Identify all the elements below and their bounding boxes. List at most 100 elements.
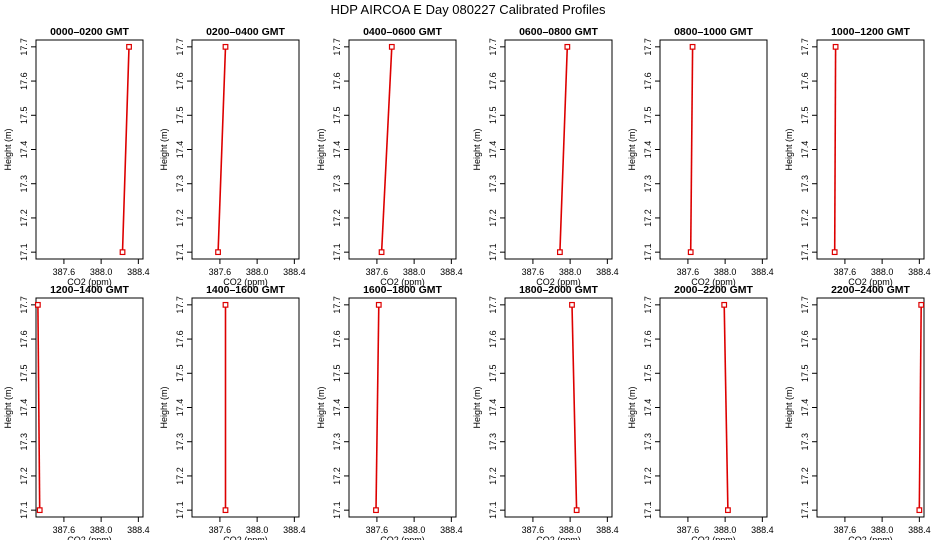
- x-tick-label: 388.4: [127, 267, 150, 277]
- y-tick-label: 17.4: [19, 141, 29, 159]
- panel-3: 0400–0600 GMT 387.6 388.0 388.4 17.1 17.2 17.3…: [316, 26, 463, 287]
- y-axis-label: Height (m): [316, 128, 326, 170]
- y-tick-label: 17.1: [19, 243, 29, 261]
- panel-title: 0600–0800 GMT: [519, 26, 598, 38]
- y-tick-label: 17.1: [800, 243, 810, 261]
- y-tick-label: 17.2: [800, 467, 810, 485]
- y-tick-label: 17.3: [488, 433, 498, 451]
- y-tick-label: 17.3: [175, 433, 185, 451]
- y-tick-label: 17.6: [19, 330, 29, 348]
- x-tick-label: 388.0: [246, 267, 269, 277]
- x-tick-label: 387.6: [522, 267, 545, 277]
- y-tick-label: 17.1: [488, 501, 498, 519]
- y-axis-label: Height (m): [627, 128, 637, 170]
- y-tick-label: 17.1: [175, 501, 185, 519]
- x-tick-label: 388.0: [871, 267, 894, 277]
- y-tick-label: 17.2: [332, 209, 342, 227]
- y-tick-label: 17.2: [332, 467, 342, 485]
- x-tick-label: 387.6: [834, 267, 857, 277]
- y-tick-label: 17.7: [175, 38, 185, 56]
- data-point: [916, 507, 923, 514]
- profile-line: [375, 304, 380, 511]
- y-tick-label: 17.4: [800, 141, 810, 159]
- data-point: [222, 507, 229, 514]
- y-axis-label: Height (m): [472, 128, 482, 170]
- data-point: [831, 249, 838, 256]
- y-tick-label: 17.1: [175, 243, 185, 261]
- y-tick-label: 17.3: [332, 433, 342, 451]
- y-tick-label: 17.7: [643, 296, 653, 314]
- x-tick-label: 388.4: [751, 525, 774, 535]
- x-axis-label: CO2 (ppm): [691, 535, 736, 540]
- y-tick-label: 17.5: [19, 365, 29, 383]
- panel-frame: [816, 39, 925, 260]
- panel-frame: [659, 297, 768, 518]
- data-point: [687, 249, 694, 256]
- y-axis-label: Height (m): [159, 386, 169, 428]
- y-tick-label: 17.6: [175, 330, 185, 348]
- y-tick-label: 17.5: [488, 107, 498, 125]
- data-point: [689, 43, 696, 50]
- x-axis-label: CO2 (ppm): [380, 277, 425, 287]
- panel-4: 0600–0800 GMT 387.6 388.0 388.4 17.1 17.2 17.3…: [472, 26, 619, 287]
- y-tick-label: 17.2: [488, 209, 498, 227]
- x-tick-label: 388.0: [714, 525, 737, 535]
- panel-2: 0200–0400 GMT 387.6 388.0 388.4 17.1 17.2 17.3…: [159, 26, 306, 287]
- y-tick-label: 17.7: [643, 38, 653, 56]
- x-axis-label: CO2 (ppm): [848, 277, 893, 287]
- data-point: [119, 249, 126, 256]
- data-point: [373, 507, 379, 514]
- data-point: [126, 43, 132, 50]
- x-axis-label: CO2 (ppm): [223, 277, 268, 287]
- y-axis-label: Height (m): [316, 386, 326, 428]
- panel-title: 0200–0400 GMT: [206, 26, 285, 38]
- data-point: [215, 249, 221, 256]
- panel-title: 1400–1600 GMT: [206, 284, 285, 296]
- y-tick-label: 17.5: [800, 107, 810, 125]
- y-tick-label: 17.2: [19, 467, 29, 485]
- x-tick-label: 388.4: [908, 525, 931, 535]
- panel-10: 1800–2000 GMT 387.6 388.0 388.4 17.1 17.2 17.3…: [472, 284, 619, 540]
- y-tick-label: 17.4: [332, 399, 342, 417]
- x-tick-label: 388.0: [559, 525, 582, 535]
- y-axis-label: Height (m): [159, 128, 169, 170]
- x-tick-label: 387.6: [366, 525, 389, 535]
- y-tick-label: 17.7: [19, 38, 29, 56]
- y-tick-label: 17.3: [332, 175, 342, 193]
- data-point: [564, 43, 571, 50]
- x-tick-label: 388.4: [440, 267, 463, 277]
- y-tick-label: 17.6: [488, 330, 498, 348]
- y-axis-label: Height (m): [3, 128, 13, 170]
- x-tick-label: 387.6: [209, 525, 232, 535]
- y-axis-label: Height (m): [784, 128, 794, 170]
- panel-9: 1600–1800 GMT 387.6 388.0 388.4 17.1 17.2 17.3…: [316, 284, 463, 540]
- y-tick-label: 17.5: [643, 365, 653, 383]
- x-axis-label: CO2 (ppm): [223, 535, 268, 540]
- x-tick-label: 387.6: [53, 525, 76, 535]
- panel-11: 2000–2200 GMT 387.6 388.0 388.4 17.1 17.2 17.3…: [627, 284, 774, 540]
- x-tick-label: 387.6: [366, 267, 389, 277]
- x-axis-label: CO2 (ppm): [536, 277, 581, 287]
- panel-title: 0400–0600 GMT: [363, 26, 442, 38]
- x-axis-label: CO2 (ppm): [691, 277, 736, 287]
- y-tick-label: 17.1: [19, 501, 29, 519]
- data-point: [556, 249, 563, 256]
- profile-line: [571, 304, 578, 511]
- panel-title: 1800–2000 GMT: [519, 284, 598, 296]
- profile-line: [918, 304, 922, 511]
- y-tick-label: 17.2: [643, 209, 653, 227]
- panel-frame: [348, 39, 457, 260]
- y-tick-label: 17.4: [332, 141, 342, 159]
- y-tick-label: 17.7: [488, 296, 498, 314]
- y-tick-label: 17.5: [175, 107, 185, 125]
- y-tick-label: 17.4: [800, 399, 810, 417]
- y-tick-label: 17.3: [19, 175, 29, 193]
- x-axis-label: CO2 (ppm): [67, 277, 112, 287]
- panel-1: 0000–0200 GMT 387.6 388.0 388.4 17.1 17.2 17.3…: [3, 26, 150, 287]
- x-tick-label: 387.6: [677, 525, 700, 535]
- y-tick-label: 17.5: [19, 107, 29, 125]
- y-tick-label: 17.6: [175, 72, 185, 90]
- x-tick-label: 387.6: [209, 267, 232, 277]
- y-tick-label: 17.5: [175, 365, 185, 383]
- y-tick-label: 17.1: [488, 243, 498, 261]
